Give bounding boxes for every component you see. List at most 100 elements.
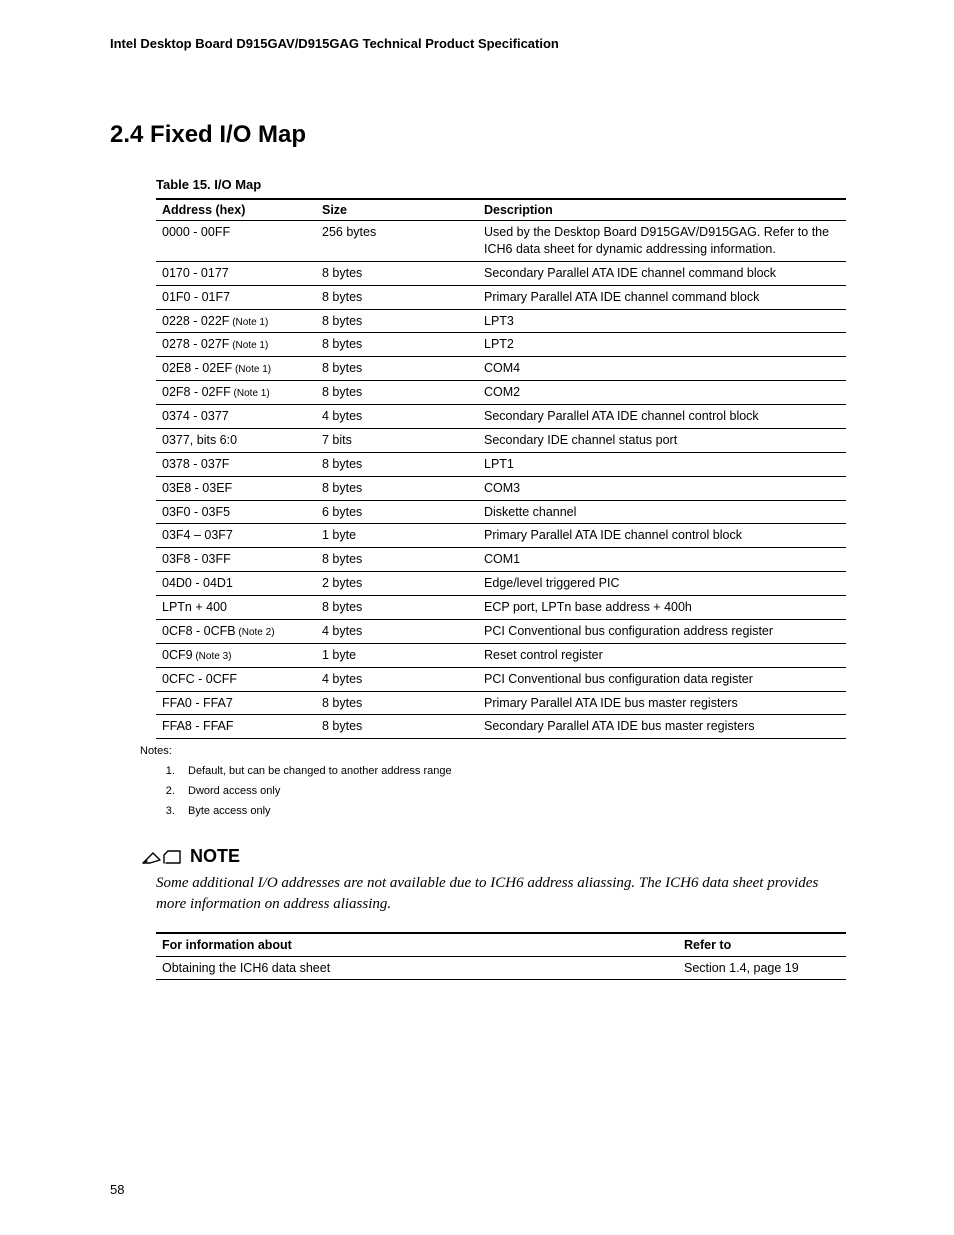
cell-size: 8 bytes (316, 309, 478, 333)
reference-table: For information about Refer to Obtaining… (156, 932, 846, 980)
cell-size: 8 bytes (316, 333, 478, 357)
table-header-row: Address (hex) Size Description (156, 199, 846, 221)
cell-description: COM4 (478, 357, 846, 381)
table-caption: Table 15. I/O Map (156, 177, 844, 192)
cell-size: 8 bytes (316, 476, 478, 500)
cell-size: 8 bytes (316, 548, 478, 572)
ref-row: Obtaining the ICH6 data sheetSection 1.4… (156, 956, 846, 979)
cell-size: 4 bytes (316, 619, 478, 643)
cell-description: Secondary Parallel ATA IDE channel contr… (478, 405, 846, 429)
cell-address: 0228 - 022F (Note 1) (156, 309, 316, 333)
table-row: 0CF9 (Note 3)1 byteReset control registe… (156, 643, 846, 667)
table-row: 03F8 - 03FF8 bytesCOM1 (156, 548, 846, 572)
cell-size: 8 bytes (316, 381, 478, 405)
cell-address: 0378 - 037F (156, 452, 316, 476)
cell-description: Used by the Desktop Board D915GAV/D915GA… (478, 221, 846, 262)
table-row: 03F4 – 03F71 bytePrimary Parallel ATA ID… (156, 524, 846, 548)
cell-address: 03F4 – 03F7 (156, 524, 316, 548)
table-row: 0378 - 037F8 bytesLPT1 (156, 452, 846, 476)
cell-description: COM1 (478, 548, 846, 572)
table-row: 01F0 - 01F78 bytesPrimary Parallel ATA I… (156, 285, 846, 309)
note-heading-text: NOTE (190, 846, 240, 867)
page: Intel Desktop Board D915GAV/D915GAG Tech… (0, 0, 954, 1235)
note-heading: NOTE (140, 845, 844, 867)
cell-description: LPT1 (478, 452, 846, 476)
table-row: 0374 - 03774 bytesSecondary Parallel ATA… (156, 405, 846, 429)
cell-address: 0CF9 (Note 3) (156, 643, 316, 667)
table-row: FFA8 - FFAF8 bytesSecondary Parallel ATA… (156, 715, 846, 739)
note-ref: (Note 1) (229, 317, 268, 328)
cell-size: 6 bytes (316, 500, 478, 524)
table-row: 03F0 - 03F56 bytesDiskette channel (156, 500, 846, 524)
table-row: 0CFC - 0CFF4 bytesPCI Conventional bus c… (156, 667, 846, 691)
table-row: 03E8 - 03EF8 bytesCOM3 (156, 476, 846, 500)
table-row: 04D0 - 04D12 bytesEdge/level triggered P… (156, 572, 846, 596)
cell-size: 8 bytes (316, 715, 478, 739)
cell-size: 4 bytes (316, 667, 478, 691)
section-heading: 2.4 Fixed I/O Map (110, 121, 844, 149)
notes-list: Default, but can be changed to another a… (156, 765, 844, 817)
note-block: NOTE Some additional I/O addresses are n… (140, 845, 844, 914)
cell-size: 2 bytes (316, 572, 478, 596)
note-icon (140, 845, 184, 867)
cell-size: 8 bytes (316, 452, 478, 476)
cell-address: LPTn + 400 (156, 596, 316, 620)
cell-address: 0374 - 0377 (156, 405, 316, 429)
table-row: 0170 - 01778 bytesSecondary Parallel ATA… (156, 261, 846, 285)
cell-address: 04D0 - 04D1 (156, 572, 316, 596)
cell-description: PCI Conventional bus configuration data … (478, 667, 846, 691)
note-ref: (Note 1) (232, 364, 271, 375)
ref-header-row: For information about Refer to (156, 933, 846, 957)
note-ref: (Note 1) (231, 388, 270, 399)
cell-description: COM3 (478, 476, 846, 500)
page-number: 58 (110, 1182, 124, 1197)
cell-description: Primary Parallel ATA IDE channel command… (478, 285, 846, 309)
table-row: 0CF8 - 0CFB (Note 2)4 bytesPCI Conventio… (156, 619, 846, 643)
ref-cell-refer: Section 1.4, page 19 (678, 956, 846, 979)
table-row: 02E8 - 02EF (Note 1)8 bytesCOM4 (156, 357, 846, 381)
table-row: 0278 - 027F (Note 1)8 bytesLPT2 (156, 333, 846, 357)
note-item: Byte access only (178, 805, 844, 817)
cell-address: 01F0 - 01F7 (156, 285, 316, 309)
cell-description: COM2 (478, 381, 846, 405)
cell-address: 0377, bits 6:0 (156, 428, 316, 452)
cell-description: PCI Conventional bus configuration addre… (478, 619, 846, 643)
cell-description: Primary Parallel ATA IDE bus master regi… (478, 691, 846, 715)
cell-description: Edge/level triggered PIC (478, 572, 846, 596)
cell-description: Primary Parallel ATA IDE channel control… (478, 524, 846, 548)
cell-address: 03E8 - 03EF (156, 476, 316, 500)
note-ref: (Note 3) (193, 651, 232, 662)
cell-description: Diskette channel (478, 500, 846, 524)
cell-size: 7 bits (316, 428, 478, 452)
cell-size: 4 bytes (316, 405, 478, 429)
cell-size: 1 byte (316, 643, 478, 667)
cell-description: Secondary Parallel ATA IDE bus master re… (478, 715, 846, 739)
table-row: 0000 - 00FF256 bytesUsed by the Desktop … (156, 221, 846, 262)
cell-description: ECP port, LPTn base address + 400h (478, 596, 846, 620)
ref-cell-info: Obtaining the ICH6 data sheet (156, 956, 678, 979)
cell-address: 03F8 - 03FF (156, 548, 316, 572)
note-item: Dword access only (178, 785, 844, 797)
notes-label: Notes: (140, 745, 844, 757)
cell-address: 0278 - 027F (Note 1) (156, 333, 316, 357)
cell-address: FFA0 - FFA7 (156, 691, 316, 715)
cell-address: 0CF8 - 0CFB (Note 2) (156, 619, 316, 643)
cell-description: Secondary IDE channel status port (478, 428, 846, 452)
cell-size: 8 bytes (316, 357, 478, 381)
col-header-address: Address (hex) (156, 199, 316, 221)
cell-description: LPT3 (478, 309, 846, 333)
cell-size: 256 bytes (316, 221, 478, 262)
table-row: 0228 - 022F (Note 1)8 bytesLPT3 (156, 309, 846, 333)
document-header: Intel Desktop Board D915GAV/D915GAG Tech… (110, 36, 844, 51)
col-header-description: Description (478, 199, 846, 221)
cell-address: 0170 - 0177 (156, 261, 316, 285)
cell-size: 8 bytes (316, 285, 478, 309)
col-header-size: Size (316, 199, 478, 221)
note-ref: (Note 2) (236, 627, 275, 638)
note-ref: (Note 1) (229, 340, 268, 351)
cell-description: LPT2 (478, 333, 846, 357)
cell-address: 03F0 - 03F5 (156, 500, 316, 524)
ref-col-info: For information about (156, 933, 678, 957)
cell-size: 1 byte (316, 524, 478, 548)
cell-address: 02F8 - 02FF (Note 1) (156, 381, 316, 405)
